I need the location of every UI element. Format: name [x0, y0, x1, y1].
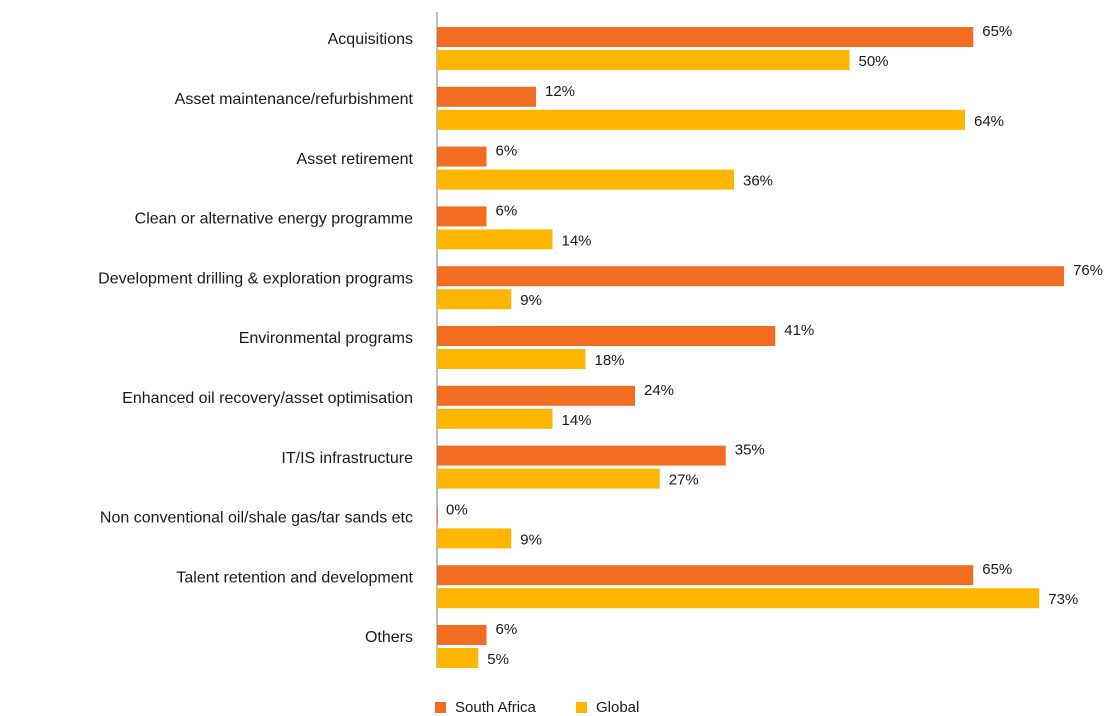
bar [437, 169, 734, 190]
value-label: 12% [545, 83, 575, 100]
bar [437, 528, 512, 549]
value-label: 6% [496, 143, 518, 160]
category-label: Enhanced oil recovery/asset optimisation [122, 390, 413, 407]
legend-label: Global [596, 699, 639, 716]
value-label: 65% [982, 23, 1012, 40]
value-label: 36% [743, 173, 773, 190]
bar [437, 86, 536, 107]
value-label: 5% [487, 651, 509, 668]
value-label: 14% [562, 412, 592, 429]
bar [437, 146, 487, 167]
legend-swatch [435, 702, 446, 713]
category-label: Non conventional oil/shale gas/tar sands… [100, 510, 413, 527]
bar [437, 109, 965, 130]
bar [437, 326, 776, 346]
bar [437, 648, 479, 668]
bar [437, 565, 974, 586]
value-label: 9% [520, 292, 542, 309]
category-label: Asset maintenance/refurbishment [175, 91, 414, 108]
value-label: 24% [644, 382, 674, 399]
bar [437, 505, 438, 526]
bar [437, 349, 586, 369]
category-label: Clean or alternative energy programme [135, 211, 413, 228]
value-label: 76% [1073, 262, 1103, 279]
legend-swatch [576, 702, 587, 713]
bar [437, 289, 512, 310]
bar [437, 266, 1064, 287]
value-label: 73% [1048, 591, 1078, 608]
value-label: 65% [982, 561, 1012, 578]
category-label: Asset retirement [297, 151, 414, 168]
bar [437, 408, 553, 429]
category-label: Talent retention and development [176, 569, 413, 586]
value-label: 14% [562, 232, 592, 249]
bar [437, 625, 487, 645]
legend-label: South Africa [455, 699, 537, 716]
bar [437, 588, 1040, 609]
value-label: 9% [520, 531, 542, 548]
value-label: 6% [496, 202, 518, 219]
bar [437, 229, 553, 250]
category-label: Acquisitions [328, 31, 413, 48]
bar [437, 385, 635, 406]
category-label: Environmental programs [239, 330, 413, 347]
bar [437, 445, 726, 466]
category-label: Development drilling & exploration progr… [98, 270, 413, 287]
bar [437, 206, 487, 227]
value-label: 18% [595, 352, 625, 369]
bar [437, 468, 660, 489]
value-label: 41% [784, 322, 814, 339]
category-label: IT/IS infrastructure [281, 450, 413, 467]
category-label: Others [365, 629, 413, 646]
value-label: 0% [446, 501, 468, 518]
bar [437, 27, 974, 47]
value-label: 35% [735, 442, 765, 459]
bar [437, 50, 850, 70]
value-label: 6% [496, 621, 518, 638]
value-label: 27% [669, 472, 699, 489]
value-label: 64% [974, 113, 1004, 130]
value-label: 50% [859, 53, 889, 70]
